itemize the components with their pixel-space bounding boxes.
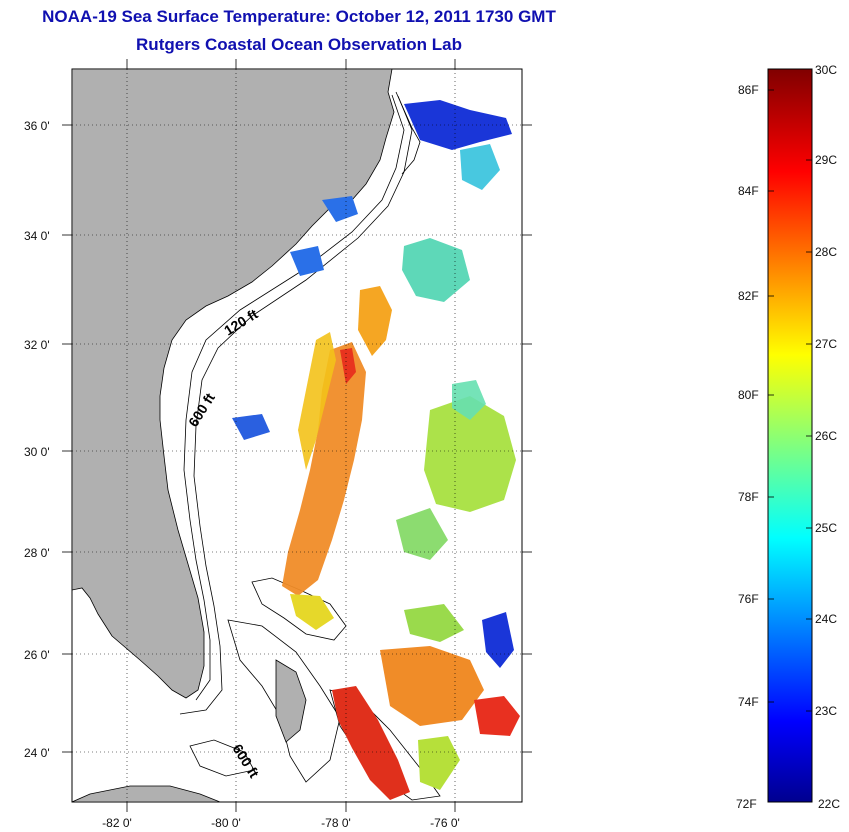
blue-patch-carolina [322, 196, 358, 222]
colorbar-f-label: 86F [738, 83, 759, 97]
gulf-stream-patch [282, 342, 366, 596]
cyan-patch-obx [460, 144, 500, 190]
colorbar-c-label: 22C [818, 797, 840, 811]
lat-tick-label: 26 0' [24, 648, 50, 662]
graticule [72, 69, 522, 802]
lon-tick-label: -80 0' [211, 816, 241, 830]
colorbar-c-label: 25C [815, 521, 837, 535]
blue-patch-bahamas [482, 612, 514, 668]
map-subtitle: Rutgers Coastal Ocean Observation Lab [136, 35, 462, 54]
colorbar-c-label: 24C [815, 612, 837, 626]
bahamas-yellow-patch [290, 594, 334, 630]
lon-tick-label: -76 0' [430, 816, 460, 830]
lat-tick-label: 28 0' [24, 546, 50, 560]
colorbar-c-label: 26C [815, 429, 837, 443]
colorbar-f-label: 72F [736, 797, 757, 811]
lat-tick-label: 36 0' [24, 119, 50, 133]
colorbar-f-label: 80F [738, 388, 759, 402]
bahamas-red-patch [332, 686, 410, 800]
lon-tick-label: -82 0' [102, 816, 132, 830]
colorbar-gradient [767, 68, 813, 803]
colorbar-c-label: 29C [815, 153, 837, 167]
map-title: NOAA-19 Sea Surface Temperature: October… [42, 7, 556, 26]
lat-tick-label: 30 0' [24, 445, 50, 459]
cyan-patch-north [402, 238, 470, 302]
colorbar-f-label: 82F [738, 289, 759, 303]
green-patch-south [404, 604, 464, 642]
bahamas-red-east [474, 696, 520, 736]
colorbar-c-label: 27C [815, 337, 837, 351]
lon-tick-label: -78 0' [321, 816, 351, 830]
gulf-stream-yellow [298, 332, 336, 470]
isobath-120ft [183, 94, 405, 701]
bahamas-orange-patch [380, 646, 484, 726]
cuba-coast [72, 785, 221, 802]
colorbar-c-label: 28C [815, 245, 837, 259]
colorbar-f-label: 78F [738, 490, 759, 504]
colorbar-f-label: 76F [738, 592, 759, 606]
blue-patch-outer-banks [404, 100, 512, 150]
map-panel: -82 0' -80 0' -78 0' -76 0' 36 0' 34 0' … [24, 59, 532, 830]
land-mainland [72, 69, 395, 699]
tick-marks [62, 59, 532, 812]
lat-tick-label: 32 0' [24, 338, 50, 352]
blue-patch-west [232, 414, 270, 440]
colorbar-f-label: 84F [738, 184, 759, 198]
andros-island [275, 659, 307, 743]
green-patch-mid [396, 508, 448, 560]
isobath-600ft [179, 95, 413, 715]
sst-patches [232, 100, 520, 800]
colorbar: 86F 84F 82F 80F 78F 76F 74F 72F 30C 29C … [736, 63, 840, 811]
green-patch-south-2 [418, 736, 460, 790]
colorbar-c-label: 23C [815, 704, 837, 718]
blue-patch-carolina-2 [290, 246, 324, 276]
colorbar-c-label: 30C [815, 63, 837, 77]
red-core [340, 348, 356, 384]
lat-tick-label: 24 0' [24, 746, 50, 760]
lat-tick-label: 34 0' [24, 229, 50, 243]
warm-orange-north [358, 286, 392, 356]
green-patch-east [424, 396, 516, 512]
keys-contour [189, 739, 255, 777]
cyan-patch-east [452, 380, 486, 420]
colorbar-f-label: 74F [738, 695, 759, 709]
